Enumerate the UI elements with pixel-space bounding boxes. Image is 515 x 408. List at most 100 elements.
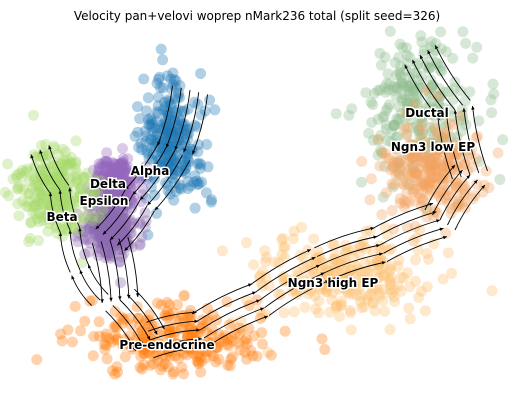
cell-point bbox=[375, 59, 387, 71]
cell-point bbox=[60, 157, 72, 169]
cell-point bbox=[88, 217, 99, 229]
cell-point bbox=[398, 120, 410, 132]
cell-point bbox=[120, 175, 132, 187]
cell-point bbox=[118, 247, 130, 259]
cell-point bbox=[439, 131, 451, 143]
cell-point bbox=[86, 215, 98, 226]
cell-point bbox=[140, 333, 152, 345]
cell-point bbox=[334, 310, 346, 322]
cell-point bbox=[182, 149, 194, 160]
cell-point bbox=[104, 243, 115, 255]
cell-point bbox=[112, 170, 124, 182]
cell-point bbox=[416, 161, 428, 173]
cell-point bbox=[191, 175, 203, 187]
streamline bbox=[112, 305, 144, 346]
cell-point bbox=[395, 107, 407, 119]
cell-point bbox=[305, 285, 317, 297]
cell-point bbox=[356, 176, 367, 188]
streamline bbox=[207, 315, 269, 347]
stream-arrow bbox=[154, 330, 158, 335]
cell-point bbox=[108, 164, 120, 176]
cell-point bbox=[430, 38, 442, 49]
cell-point bbox=[70, 156, 82, 168]
cell-point bbox=[149, 189, 161, 201]
cell-point bbox=[391, 81, 403, 93]
cell-point bbox=[133, 312, 144, 324]
cell-point bbox=[388, 81, 400, 93]
cell-point bbox=[241, 237, 252, 249]
cell-point bbox=[100, 225, 111, 237]
cell-point bbox=[167, 172, 179, 184]
cell-point bbox=[344, 305, 356, 316]
cell-point bbox=[160, 351, 172, 363]
cell-point bbox=[50, 170, 62, 182]
cell-point bbox=[22, 196, 34, 207]
cell-point bbox=[161, 311, 173, 323]
cell-point bbox=[39, 175, 51, 187]
cell-point bbox=[136, 325, 147, 337]
stream-arrow bbox=[192, 150, 196, 155]
cell-point bbox=[112, 181, 124, 193]
cell-point bbox=[402, 149, 414, 161]
cell-point bbox=[427, 160, 439, 172]
cell-point bbox=[408, 184, 419, 196]
cell-point bbox=[385, 287, 397, 299]
cell-point bbox=[66, 206, 77, 218]
cell-point bbox=[143, 119, 155, 131]
cell-point bbox=[37, 211, 49, 223]
cell-point bbox=[369, 305, 381, 317]
cell-point bbox=[48, 140, 60, 152]
cell-point bbox=[138, 348, 150, 360]
cell-point bbox=[416, 129, 428, 140]
cell-point bbox=[406, 77, 418, 89]
cell-point bbox=[206, 194, 218, 206]
cell-point bbox=[108, 166, 120, 178]
stream-arrow bbox=[127, 294, 131, 299]
cell-point bbox=[162, 109, 174, 121]
cell-point bbox=[109, 162, 121, 174]
cell-point bbox=[44, 212, 56, 224]
stream-arrow bbox=[109, 297, 113, 302]
cell-point bbox=[111, 177, 123, 189]
cell-point bbox=[163, 346, 175, 358]
cell-point bbox=[110, 175, 121, 187]
cell-point bbox=[206, 329, 218, 341]
cell-point bbox=[395, 71, 407, 83]
cell-point bbox=[44, 218, 55, 230]
cell-point bbox=[180, 151, 192, 162]
cell-point bbox=[101, 234, 112, 246]
cell-point bbox=[309, 290, 321, 302]
cell-point bbox=[100, 331, 112, 343]
cell-point bbox=[375, 129, 387, 141]
cell-point bbox=[139, 161, 151, 173]
cell-point bbox=[433, 91, 445, 103]
cell-point bbox=[103, 172, 115, 184]
cell-point bbox=[90, 224, 102, 236]
cell-point bbox=[177, 148, 189, 159]
cell-point bbox=[196, 355, 207, 367]
cell-point bbox=[111, 179, 123, 191]
cell-point bbox=[95, 179, 107, 191]
cell-point bbox=[56, 158, 68, 169]
cell-point bbox=[469, 190, 481, 202]
cell-point bbox=[97, 238, 109, 250]
streamline bbox=[424, 164, 456, 211]
cell-point bbox=[451, 181, 463, 193]
cell-point bbox=[150, 116, 162, 128]
cell-point bbox=[416, 146, 428, 158]
cell-point bbox=[164, 299, 175, 311]
cell-point bbox=[55, 202, 67, 214]
cell-point bbox=[451, 178, 463, 190]
cell-point bbox=[117, 143, 128, 154]
cell-point bbox=[52, 171, 63, 183]
cell-point bbox=[99, 185, 111, 197]
cell-point bbox=[387, 162, 398, 174]
cell-point bbox=[52, 149, 64, 160]
cell-point bbox=[408, 144, 420, 156]
cell-point bbox=[138, 359, 150, 371]
cell-point bbox=[471, 178, 483, 190]
cell-point bbox=[141, 147, 153, 159]
cell-point bbox=[28, 161, 40, 172]
cell-point bbox=[164, 147, 176, 159]
cell-point bbox=[115, 212, 127, 224]
